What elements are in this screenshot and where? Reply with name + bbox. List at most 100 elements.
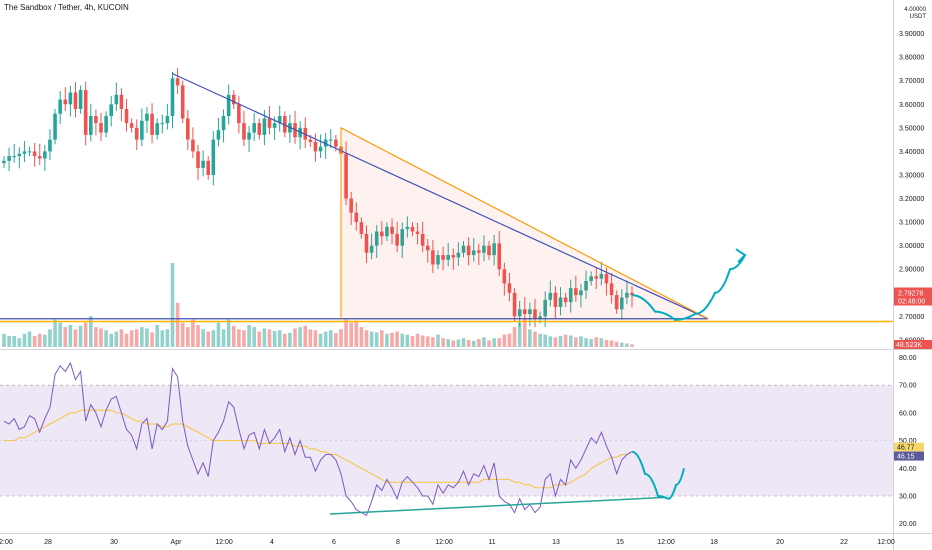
candle xyxy=(364,225,369,264)
candle xyxy=(507,273,512,302)
time-tick-label: Apr xyxy=(171,539,183,546)
candle-body xyxy=(53,113,57,140)
candle-body xyxy=(73,92,78,109)
candle-body xyxy=(400,229,405,246)
candle xyxy=(145,107,149,134)
volume-bar xyxy=(175,302,180,347)
volume-bar xyxy=(334,332,338,347)
price-tick-label: 3.20000 xyxy=(899,196,924,203)
candle-body xyxy=(114,94,119,105)
volume-bar xyxy=(58,322,62,347)
candle xyxy=(517,300,522,327)
volume-bar xyxy=(37,333,42,347)
candle xyxy=(48,129,52,160)
candle-body xyxy=(385,226,389,237)
candle-body xyxy=(425,245,430,251)
rsi-line xyxy=(3,361,633,517)
candle-body xyxy=(477,250,481,253)
volume-bar xyxy=(558,335,563,347)
candle xyxy=(226,84,231,125)
candle-body xyxy=(548,292,553,300)
candle-body xyxy=(170,78,175,117)
candle xyxy=(359,217,364,239)
volume-bar xyxy=(415,333,420,347)
candle-body xyxy=(441,255,445,260)
candle-body xyxy=(318,146,323,152)
volume-bar xyxy=(88,316,93,347)
price-tick-label: 3.30000 xyxy=(899,172,924,179)
volume-bar xyxy=(206,331,211,347)
candle xyxy=(456,242,461,266)
candle xyxy=(129,118,134,133)
candle-body xyxy=(257,123,262,135)
candle xyxy=(22,141,27,163)
candle-body xyxy=(543,299,548,317)
volume-bar xyxy=(599,338,604,347)
price-tick-label: 3.40000 xyxy=(899,149,924,156)
volume-bar xyxy=(119,329,124,347)
volume-bar xyxy=(446,339,450,347)
price-tick-label: 2.70000 xyxy=(899,314,924,321)
candle xyxy=(451,248,456,270)
time-tick-label: 28 xyxy=(44,539,52,546)
descending-trendline xyxy=(172,73,709,320)
volume-bar xyxy=(114,331,119,347)
candle xyxy=(155,118,159,140)
candle-body xyxy=(201,160,205,168)
candle-body xyxy=(134,127,139,140)
candle xyxy=(242,110,246,147)
volume-bar xyxy=(99,328,103,347)
volume-bar xyxy=(328,330,333,347)
candle-body xyxy=(216,130,221,140)
candle xyxy=(318,134,323,158)
candle-body xyxy=(553,292,558,307)
unit-label: USDT xyxy=(909,14,926,20)
candle-body xyxy=(12,156,17,158)
candle-body xyxy=(221,116,226,131)
candles xyxy=(2,67,634,328)
candle xyxy=(395,221,399,253)
volume-bar xyxy=(63,327,68,347)
volume-bar xyxy=(594,337,599,347)
candle-body xyxy=(456,252,461,258)
rsi-pane[interactable] xyxy=(0,361,893,517)
candle xyxy=(231,90,236,109)
candle-body xyxy=(211,139,216,175)
candle-body xyxy=(272,123,277,128)
candle xyxy=(369,233,374,260)
candle-body xyxy=(262,118,267,135)
candle-body xyxy=(191,139,195,152)
candle xyxy=(206,156,211,180)
candle xyxy=(53,108,57,145)
time-tick-label: 12:00 xyxy=(215,539,233,546)
volume-bar xyxy=(7,335,11,347)
candle-body xyxy=(94,116,98,124)
candle-body xyxy=(109,104,114,117)
candle-body xyxy=(186,118,190,140)
volume-bar xyxy=(400,333,405,347)
candle-body xyxy=(599,273,604,279)
candle xyxy=(63,87,68,111)
volume-bar xyxy=(53,319,57,347)
countdown-value: 02:48:00 xyxy=(898,298,925,305)
candle xyxy=(579,283,583,308)
volume-bar xyxy=(385,333,389,347)
candle-body xyxy=(283,116,287,133)
candle xyxy=(374,224,379,258)
volume-bar xyxy=(390,332,394,347)
candle xyxy=(119,88,124,122)
candle xyxy=(267,106,272,135)
candle xyxy=(589,271,593,286)
volume-bar xyxy=(451,340,456,347)
volume-bar xyxy=(104,330,108,347)
time-tick-label: 18 xyxy=(710,539,718,546)
rsi-tick-label: 70.00 xyxy=(899,383,917,390)
candle-body xyxy=(88,116,93,135)
candle xyxy=(354,202,359,231)
candle-body xyxy=(380,231,384,237)
volume-bar xyxy=(466,339,471,347)
candle xyxy=(614,290,619,315)
candle xyxy=(512,288,517,322)
